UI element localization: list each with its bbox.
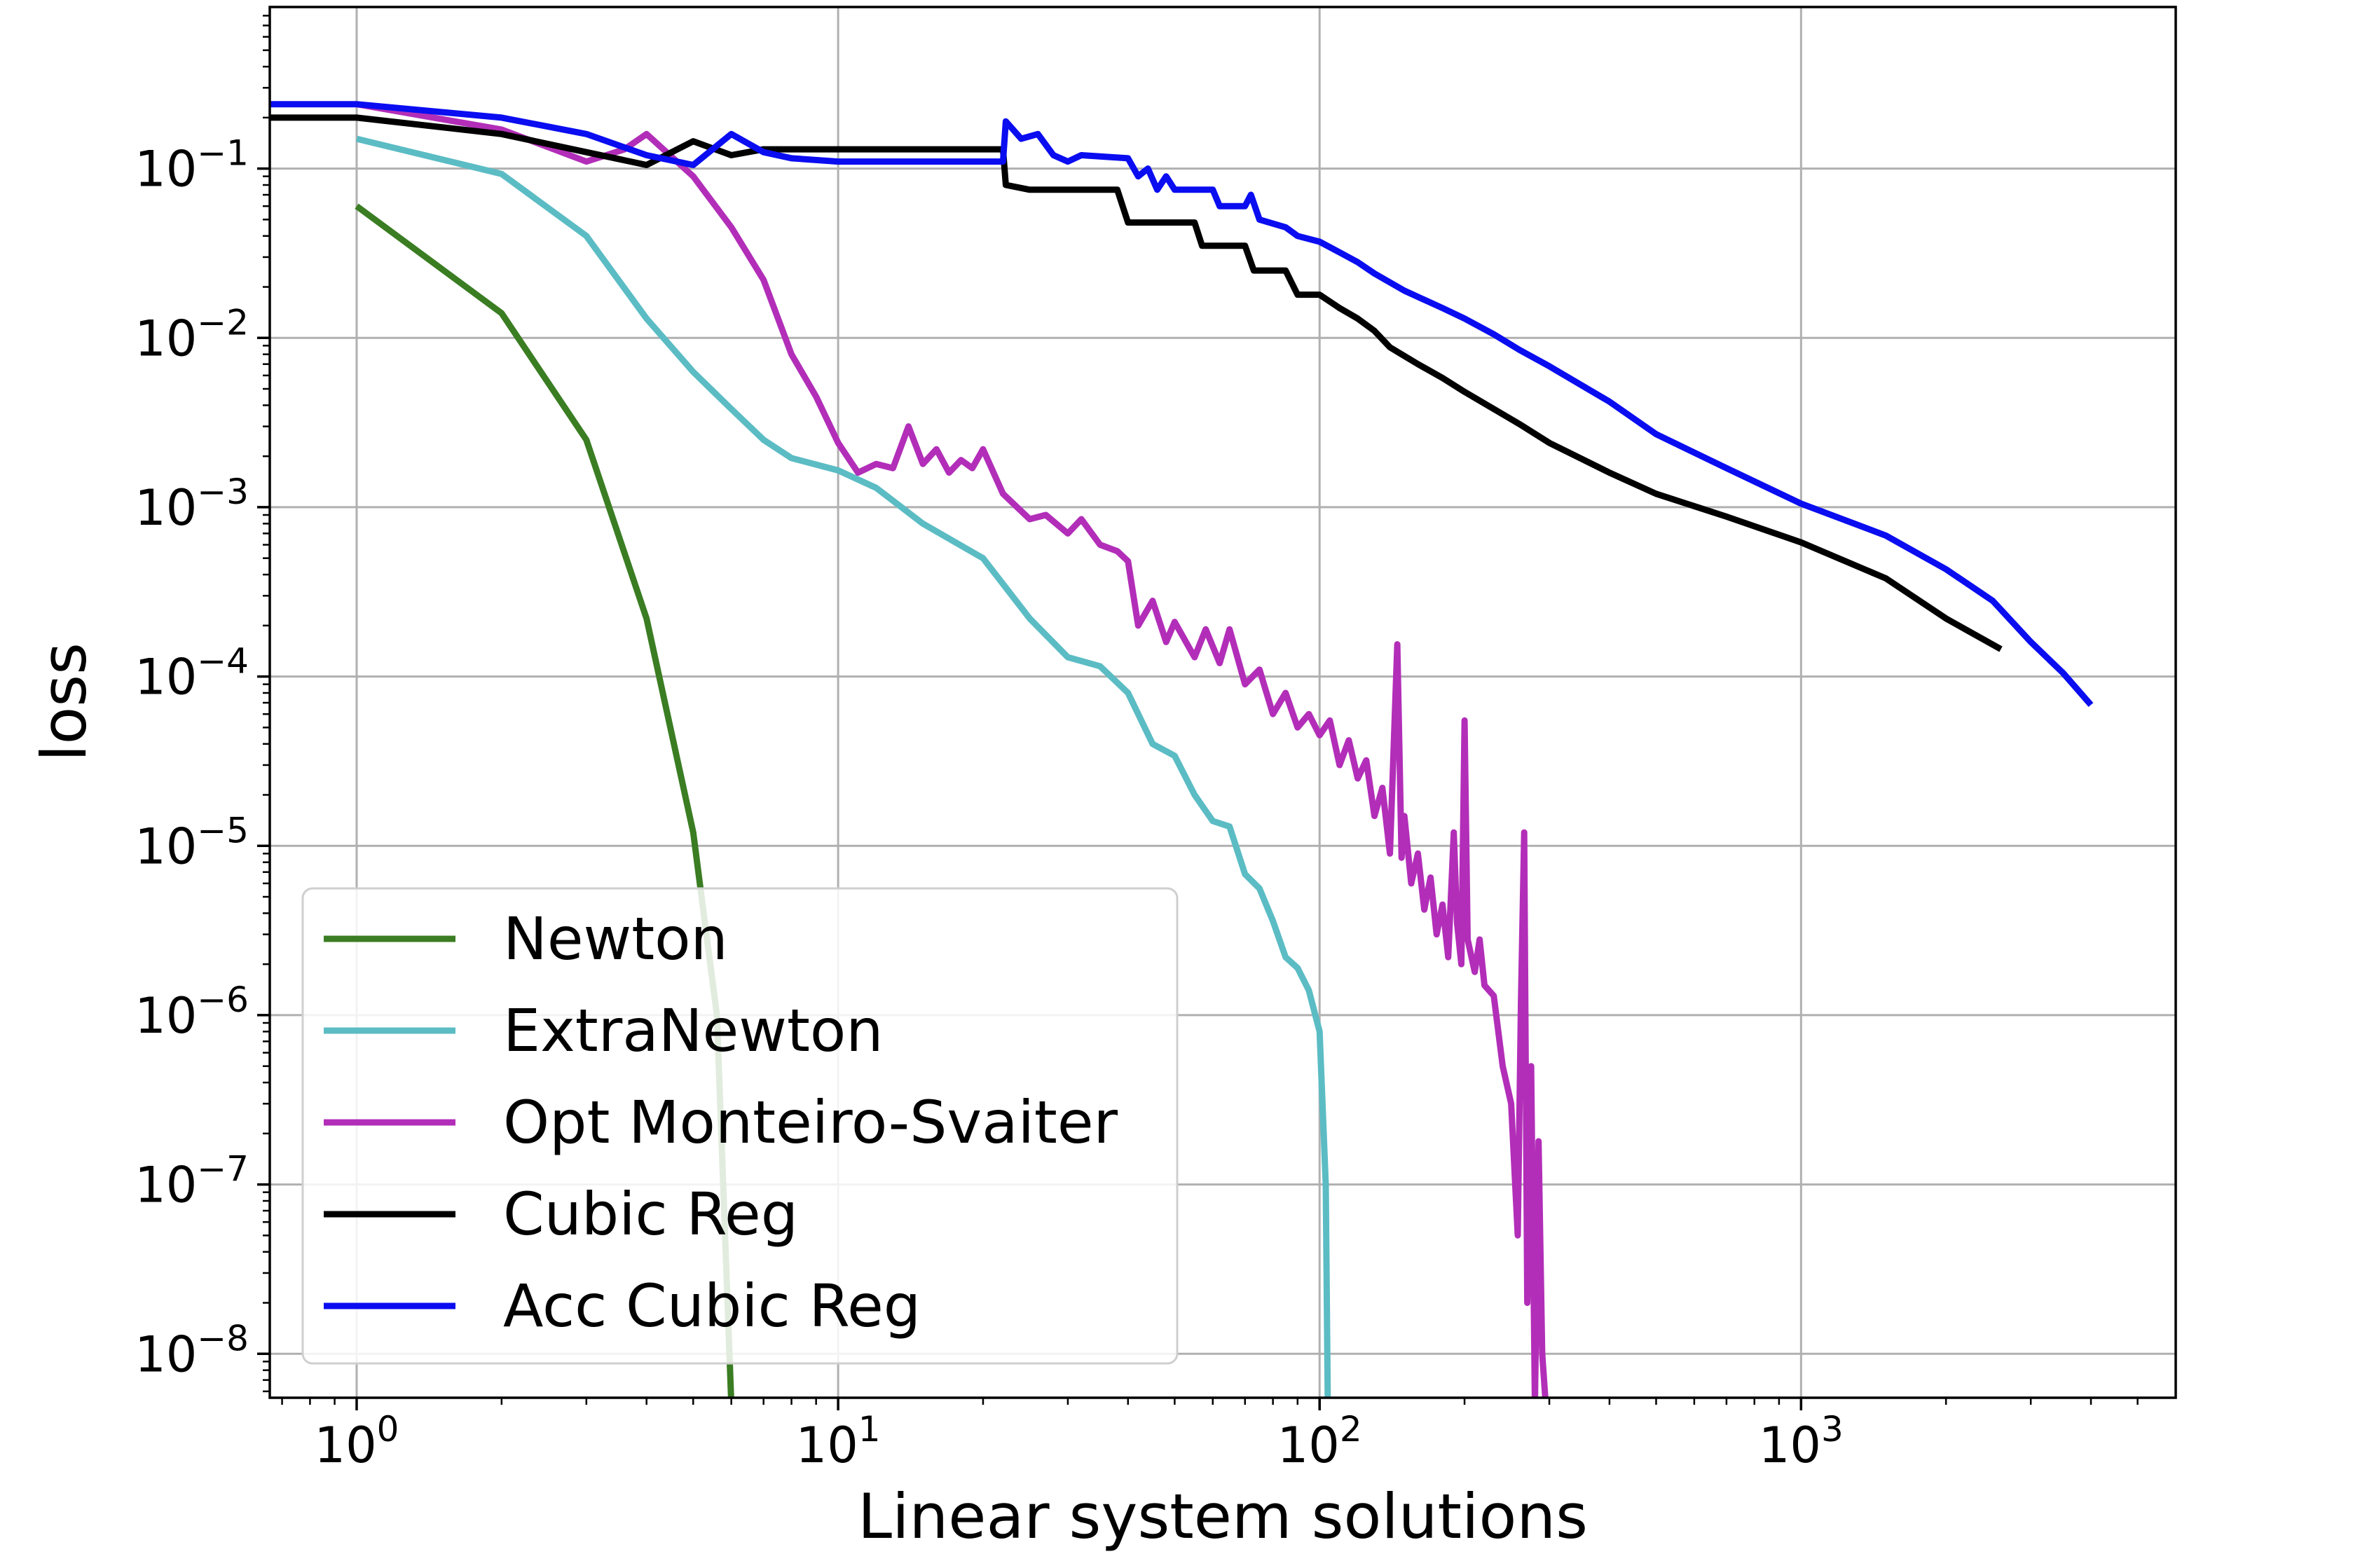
y-tick-base: 10 [135, 649, 197, 706]
y-tick-label: 10−3 [135, 472, 249, 537]
y-tick-exponent: −3 [197, 472, 249, 512]
y-tick-base: 10 [135, 987, 197, 1045]
y-tick-exponent: −5 [197, 810, 249, 851]
y-tick-exponent: −8 [197, 1318, 249, 1359]
x-tick-base: 10 [1759, 1417, 1821, 1474]
x-tick-label: 101 [796, 1409, 881, 1474]
legend-label-extranewton: ExtraNewton [503, 996, 884, 1065]
x-axis-label: Linear system solutions [858, 1480, 1588, 1553]
series-layer [270, 101, 2094, 1398]
x-tick-exponent: 0 [377, 1409, 399, 1450]
y-tick-base: 10 [135, 1326, 197, 1383]
y-tick-base: 10 [135, 141, 197, 198]
y-tick-label: 10−6 [135, 979, 249, 1045]
legend-label-opt-monteiro-svaiter: Opt Monteiro-Svaiter [503, 1088, 1118, 1157]
series-line-extranewton [355, 135, 1331, 1398]
y-tick-exponent: −1 [197, 133, 249, 174]
y-tick-base: 10 [135, 1157, 197, 1214]
y-tick-label: 10−7 [135, 1149, 249, 1214]
x-tick-exponent: 2 [1340, 1409, 1362, 1450]
y-tick-exponent: −7 [197, 1149, 249, 1190]
x-tick-base: 10 [1277, 1417, 1340, 1474]
x-tick-label: 102 [1277, 1409, 1362, 1474]
y-tick-exponent: −4 [197, 641, 249, 682]
legend-box [301, 887, 1179, 1365]
y-tick-base: 10 [135, 479, 197, 537]
x-tick-exponent: 3 [1821, 1409, 1844, 1450]
legend-label-newton: Newton [503, 905, 728, 973]
y-tick-exponent: −6 [197, 979, 249, 1020]
legend: Newton ExtraNewton Opt Monteiro-Svaiter Cub… [301, 887, 1179, 1365]
x-tick-label: 103 [1759, 1409, 1844, 1474]
legend-entries: Newton ExtraNewton Opt Monteiro-Svaiter Cub… [324, 905, 1118, 1340]
y-tick-label: 10−8 [135, 1318, 249, 1383]
x-tick-base: 10 [315, 1417, 377, 1474]
x-tick-exponent: 1 [858, 1409, 881, 1450]
y-tick-base: 10 [135, 818, 197, 875]
y-tick-label: 10−5 [135, 810, 249, 875]
y-tick-exponent: −2 [197, 302, 249, 343]
y-axis-label: loss [28, 642, 100, 762]
ticks: 100 101 102 10310−110−210−310−410−510−610−7… [135, 15, 2139, 1474]
y-tick-label: 10−1 [135, 133, 249, 198]
y-tick-label: 10−2 [135, 302, 249, 367]
y-tick-label: 10−4 [135, 641, 249, 706]
y-tick-base: 10 [135, 310, 197, 367]
legend-label-acc-cubic-reg: Acc Cubic Reg [503, 1272, 921, 1340]
x-tick-base: 10 [796, 1417, 858, 1474]
series-line-opt-monteiro-svaiter [356, 101, 1549, 1398]
x-tick-label: 100 [315, 1409, 399, 1474]
legend-label-cubic-reg: Cubic Reg [503, 1180, 798, 1249]
series-line-acc-cubic-reg [270, 101, 2094, 708]
